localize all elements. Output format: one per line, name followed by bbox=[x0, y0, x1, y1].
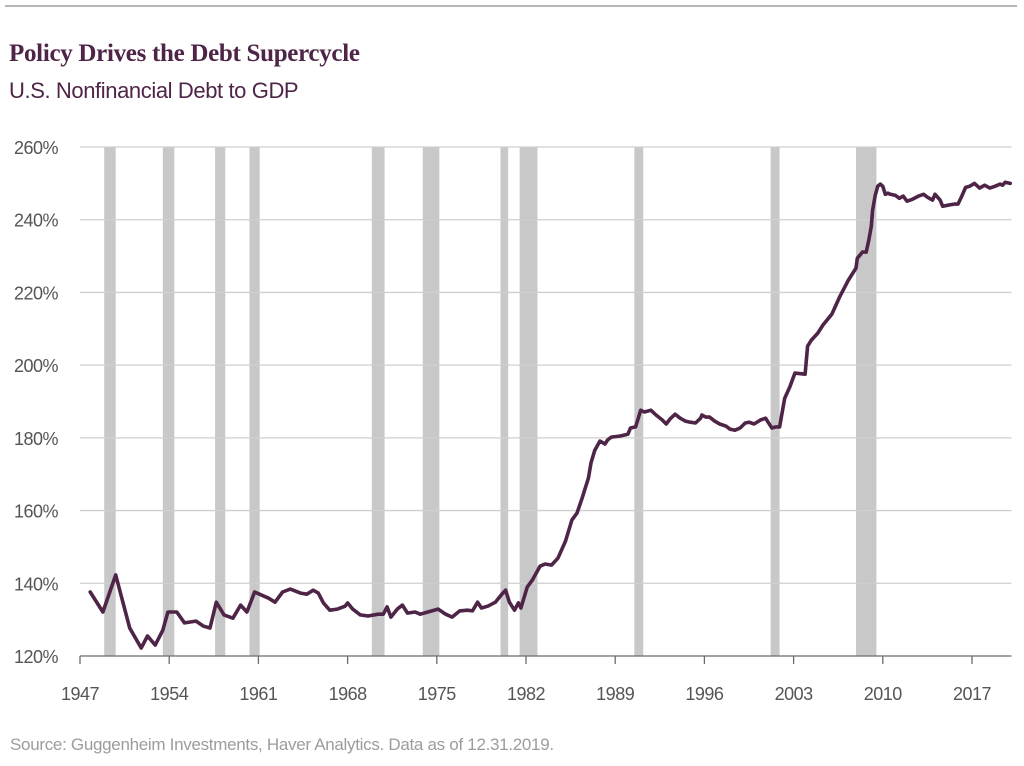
x-axis bbox=[79, 655, 1012, 664]
recession-band-9 bbox=[770, 147, 780, 656]
y-tick-label: 200% bbox=[14, 356, 59, 376]
y-tick-label: 180% bbox=[14, 429, 59, 449]
y-axis-labels: 120% 140% 160% 180% 200% 220% 240% 260% bbox=[14, 138, 59, 667]
x-tick-label: 1975 bbox=[418, 684, 457, 704]
x-tick-label: 2003 bbox=[775, 684, 814, 704]
x-tick-label: 1982 bbox=[507, 684, 546, 704]
y-tick-label: 220% bbox=[14, 283, 59, 303]
y-tick-label: 240% bbox=[14, 211, 59, 231]
top-rule bbox=[5, 5, 1017, 7]
recession-band-4 bbox=[371, 147, 385, 656]
recession-band-5 bbox=[422, 147, 440, 656]
recession-band-8 bbox=[634, 147, 644, 656]
recession-band-1 bbox=[162, 147, 175, 656]
series-line-debt-to-gdp bbox=[88, 180, 1013, 650]
x-tick-label: 1996 bbox=[685, 684, 724, 704]
x-tick-label: 1961 bbox=[239, 684, 278, 704]
recession-band-3 bbox=[249, 147, 260, 656]
chart-title: Policy Drives the Debt Supercycle bbox=[9, 40, 360, 67]
x-tick-label: 1947 bbox=[61, 684, 100, 704]
gridlines bbox=[80, 146, 1012, 584]
x-tick-label: 2017 bbox=[953, 684, 992, 704]
x-tick-label: 1989 bbox=[596, 684, 635, 704]
x-tick-label: 2010 bbox=[864, 684, 903, 704]
y-tick-label: 120% bbox=[14, 647, 59, 667]
y-tick-label: 160% bbox=[14, 502, 59, 522]
recession-band-7 bbox=[519, 147, 538, 656]
recession-band-10 bbox=[856, 147, 877, 656]
y-tick-label: 140% bbox=[14, 574, 59, 594]
source-note: Source: Guggenheim Investments, Haver An… bbox=[10, 735, 554, 754]
recession-band-6 bbox=[500, 147, 509, 656]
x-tick-label: 1968 bbox=[329, 684, 368, 704]
recession-bands bbox=[104, 147, 877, 656]
recession-band-0 bbox=[104, 147, 116, 656]
x-axis-labels: 1947 1954 1961 1968 1975 1982 1989 1996 2003 2010… bbox=[61, 684, 992, 704]
recession-band-2 bbox=[215, 147, 226, 656]
chart-subtitle: U.S. Nonfinancial Debt to GDP bbox=[9, 78, 299, 103]
series-layer bbox=[88, 180, 1013, 650]
x-tick-label: 1954 bbox=[150, 684, 189, 704]
y-tick-label: 260% bbox=[14, 138, 59, 158]
